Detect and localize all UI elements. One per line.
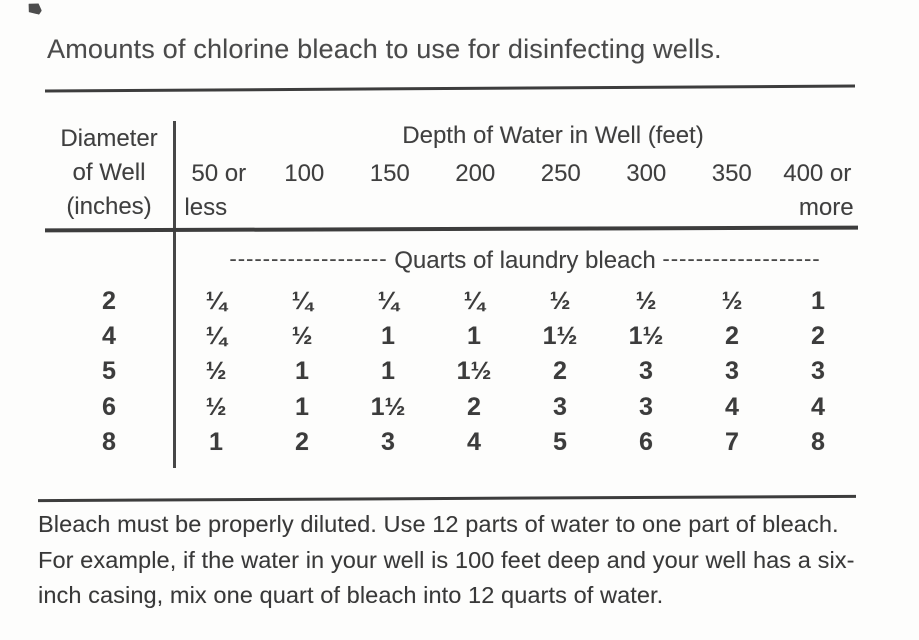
value-cell: ½ <box>291 322 313 351</box>
column-header-250: 250 <box>540 160 581 187</box>
value-cell: ½ <box>205 392 227 421</box>
value-cell: 5 <box>553 427 567 456</box>
table-row: 5 ½ 1 1 1½ 2 3 3 3 <box>45 354 861 389</box>
table-row: 4 ¼ ½ 1 1 1½ 1½ 2 2 <box>45 319 861 354</box>
value-cell: 1 <box>381 357 395 386</box>
column-header-150: 150 <box>369 160 410 187</box>
diameter-header-line3: (inches) <box>66 193 152 220</box>
value-cell: 3 <box>725 357 739 386</box>
page-title: Amounts of chlorine bleach to use for di… <box>47 34 722 64</box>
value-cell: 2 <box>553 357 567 386</box>
table-row: 2 ¼ ¼ ¼ ¼ ½ ½ ½ 1 <box>45 284 861 319</box>
table-row: 8 1 2 3 4 5 6 7 8 <box>45 425 861 460</box>
value-cell: 1½ <box>456 357 492 386</box>
value-cell: 3 <box>639 392 653 421</box>
value-cell: 4 <box>467 427 481 456</box>
value-cell: ½ <box>205 357 227 386</box>
value-cell: 2 <box>295 427 309 456</box>
footnote-line2: For example, if the water in your well i… <box>38 546 855 573</box>
title-divider <box>44 84 856 93</box>
value-cell: 1½ <box>542 322 578 351</box>
footnote-line1: Bleach must be properly diluted. Use 12 … <box>38 511 839 537</box>
value-cell: 3 <box>381 427 395 456</box>
value-cell: ¼ <box>205 322 227 351</box>
scan-artifact-mark <box>27 2 42 15</box>
footnote: Bleach must be properly diluted. Use 12 … <box>38 507 883 614</box>
table-vertical-divider <box>173 121 176 468</box>
value-cell: 3 <box>639 357 653 386</box>
value-cell: 2 <box>467 392 481 421</box>
column-header-100: 100 <box>284 160 325 187</box>
depth-span-header: Depth of Water in Well (feet) <box>402 122 704 149</box>
value-cell: 1½ <box>628 322 664 351</box>
value-cell: 4 <box>725 392 739 421</box>
value-cell: 1½ <box>370 392 406 421</box>
units-label: Quarts of laundry bleach <box>394 247 656 274</box>
value-cell: 1 <box>381 322 395 351</box>
value-cell: 1 <box>811 287 825 316</box>
diameter-cell: 4 <box>102 322 116 351</box>
value-cell: ¼ <box>291 287 313 316</box>
value-cell: 2 <box>725 322 739 351</box>
value-cell: 1 <box>467 322 481 351</box>
value-cell: 8 <box>811 427 825 456</box>
table-row: 6 ½ 1 1½ 2 3 3 4 4 <box>45 390 861 425</box>
value-cell: 1 <box>295 357 309 386</box>
value-cell: 1 <box>209 427 223 456</box>
units-row: ------------------- Quarts of laundry bl… <box>176 246 860 275</box>
depth-column-headers: 50 or less 100 150 200 250 300 350 400 o <box>176 157 860 225</box>
diameter-column-header: Diameter of Well (inches) <box>45 122 173 224</box>
value-cell: 6 <box>639 427 653 456</box>
header-divider <box>44 225 859 232</box>
value-cell: ¼ <box>205 287 227 316</box>
diameter-header-line1: Diameter <box>60 125 158 152</box>
units-dashes-left: ------------------- <box>229 246 388 271</box>
diameter-cell: 5 <box>102 357 116 386</box>
units-dashes-right: ------------------- <box>662 246 821 271</box>
diameter-header-line2: of Well <box>72 159 146 186</box>
value-cell: ½ <box>635 287 657 316</box>
value-cell: 7 <box>725 427 739 456</box>
diameter-cell: 8 <box>102 427 116 456</box>
footer-divider <box>37 494 857 503</box>
value-cell: ½ <box>721 287 743 316</box>
diameter-cell: 6 <box>102 392 116 421</box>
value-cell: 4 <box>811 392 825 421</box>
column-header-50-or-less: 50 or less <box>184 160 247 221</box>
table-body: 2 ¼ ¼ ¼ ¼ ½ ½ ½ 1 4 ¼ ½ 1 1 1½ 1½ 2 2 5 … <box>45 284 861 460</box>
value-cell: ¼ <box>377 287 399 316</box>
column-header-350: 350 <box>711 160 752 187</box>
diameter-cell: 2 <box>102 287 116 316</box>
value-cell: 1 <box>295 392 309 421</box>
value-cell: 3 <box>811 357 825 386</box>
value-cell: 3 <box>553 392 567 421</box>
column-header-400-or-more: 400 or more <box>783 160 854 221</box>
value-cell: ½ <box>549 287 571 316</box>
footnote-line3: inch casing, mix one quart of bleach int… <box>38 582 664 608</box>
value-cell: 2 <box>811 322 825 351</box>
column-header-300: 300 <box>626 160 667 187</box>
column-header-200: 200 <box>455 160 496 187</box>
value-cell: ¼ <box>463 287 485 316</box>
